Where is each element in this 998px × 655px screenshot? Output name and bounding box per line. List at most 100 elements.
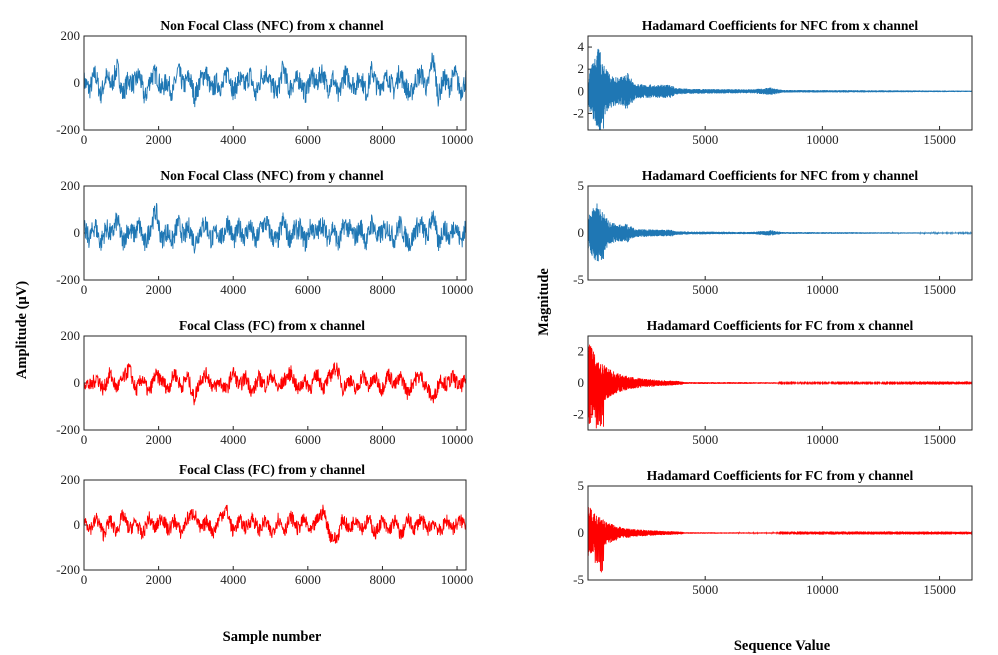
- plot-title: Hadamard Coefficients for NFC from y cha…: [642, 168, 918, 183]
- x-tick-label: 0: [81, 132, 88, 147]
- x-tick-label: 4000: [220, 432, 246, 447]
- subplot-7: Hadamard Coefficients for FC from x chan…: [573, 318, 973, 447]
- y-tick-label: 5: [578, 478, 585, 493]
- plot-border: [587, 185, 973, 281]
- plot-border: [587, 335, 973, 431]
- y-tick-label: 0: [578, 375, 585, 390]
- subplot-5: Hadamard Coefficients for NFC from x cha…: [573, 18, 973, 147]
- y-tick-label: 5: [578, 178, 585, 193]
- y-tick-label: 0: [578, 525, 585, 540]
- plot-title: Non Focal Class (NFC) from y channel: [160, 168, 383, 183]
- x-tick-label: 5000: [692, 132, 718, 147]
- x-tick-label: 8000: [369, 572, 395, 587]
- y-tick-label: 4: [578, 39, 585, 54]
- x-tick-label: 0: [81, 432, 88, 447]
- signal-line: [83, 203, 467, 254]
- signal-line: [587, 507, 973, 573]
- y-tick-label: -200: [56, 122, 80, 137]
- y-tick-label: -2: [573, 105, 584, 120]
- plot-area: [83, 479, 467, 571]
- plot-border: [587, 485, 973, 581]
- y-tick-label: 0: [74, 75, 81, 90]
- right-ylabel: Magnitude: [536, 268, 552, 336]
- x-tick-label: 10000: [806, 432, 839, 447]
- x-tick-label: 15000: [923, 282, 956, 297]
- x-tick-label: 8000: [369, 282, 395, 297]
- plot-border: [83, 335, 467, 431]
- y-tick-label: 0: [74, 225, 81, 240]
- subplots: Non Focal Class (NFC) from x channel-200…: [56, 18, 973, 597]
- signal-line: [587, 48, 973, 131]
- x-tick-label: 15000: [923, 582, 956, 597]
- x-tick-label: 0: [81, 572, 88, 587]
- x-tick-label: 4000: [220, 132, 246, 147]
- x-tick-label: 10000: [441, 132, 474, 147]
- plot-border: [83, 479, 467, 571]
- x-tick-label: 6000: [295, 132, 321, 147]
- plot-title: Hadamard Coefficients for FC from y chan…: [647, 468, 914, 483]
- x-tick-label: 8000: [369, 432, 395, 447]
- right-xlabel: Sequence Value: [734, 638, 831, 654]
- subplot-1: Non Focal Class (NFC) from x channel -200…: [56, 18, 473, 147]
- plot-border: [83, 35, 467, 131]
- x-tick-label: 5000: [692, 582, 718, 597]
- x-tick-label: 6000: [295, 572, 321, 587]
- plot-border: [83, 185, 467, 281]
- x-tick-label: 10000: [441, 282, 474, 297]
- x-tick-label: 8000: [369, 132, 395, 147]
- y-tick-label: 2: [578, 344, 585, 359]
- plot-title: Hadamard Coefficients for FC from x chan…: [647, 318, 914, 333]
- x-tick-label: 10000: [441, 432, 474, 447]
- subplot-8: Hadamard Coefficients for FC from y chan…: [573, 468, 973, 597]
- y-tick-label: 0: [578, 83, 585, 98]
- x-tick-label: 10000: [806, 282, 839, 297]
- x-tick-label: 2000: [146, 572, 172, 587]
- y-tick-label: 0: [578, 225, 585, 240]
- x-tick-label: 4000: [220, 282, 246, 297]
- left-xlabel: Sample number: [223, 629, 322, 645]
- x-tick-label: 10000: [806, 582, 839, 597]
- subplot-3: Focal Class (FC) from x channel-20002000…: [56, 318, 473, 447]
- y-tick-label: 0: [74, 517, 81, 532]
- x-tick-label: 2000: [146, 432, 172, 447]
- y-tick-label: 200: [61, 28, 81, 43]
- left-ylabel: Amplitude (µV): [14, 281, 30, 379]
- plot-title: Focal Class (FC) from x channel: [179, 318, 365, 333]
- x-tick-label: 10000: [441, 572, 474, 587]
- plot-title: Non Focal Class (NFC) from x channel: [160, 18, 383, 33]
- x-tick-label: 15000: [923, 132, 956, 147]
- x-tick-label: 5000: [692, 282, 718, 297]
- y-tick-label: 2: [578, 61, 585, 76]
- y-tick-label: 200: [61, 472, 81, 487]
- signal-line: [83, 504, 467, 544]
- x-tick-label: 0: [81, 282, 88, 297]
- plot-border: [587, 35, 973, 131]
- y-tick-label: -200: [56, 422, 80, 437]
- y-tick-label: 200: [61, 178, 81, 193]
- plot-title: Focal Class (FC) from y channel: [179, 462, 365, 477]
- y-tick-label: -200: [56, 272, 80, 287]
- x-tick-label: 5000: [692, 432, 718, 447]
- x-tick-label: 6000: [295, 432, 321, 447]
- signal-line: [587, 344, 973, 429]
- y-tick-label: -5: [573, 572, 584, 587]
- subplot-4: Focal Class (FC) from y channel-20002000…: [56, 462, 473, 587]
- signal-line: [83, 362, 467, 406]
- plot-title: Hadamard Coefficients for NFC from x cha…: [642, 18, 918, 33]
- x-tick-label: 4000: [220, 572, 246, 587]
- x-tick-label: 6000: [295, 282, 321, 297]
- x-tick-label: 15000: [923, 432, 956, 447]
- signal-line: [587, 203, 973, 262]
- x-tick-label: 2000: [146, 282, 172, 297]
- x-tick-label: 10000: [806, 132, 839, 147]
- y-tick-label: 0: [74, 375, 81, 390]
- y-tick-label: -2: [573, 406, 584, 421]
- subplot-6: Hadamard Coefficients for NFC from y cha…: [573, 168, 973, 297]
- y-tick-label: -5: [573, 272, 584, 287]
- y-tick-label: 200: [61, 328, 81, 343]
- signal-line: [83, 52, 467, 108]
- plot-area: [587, 35, 973, 131]
- y-tick-label: -200: [56, 562, 80, 577]
- x-tick-label: 2000: [146, 132, 172, 147]
- subplot-2: Non Focal Class (NFC) from y channel -200…: [56, 168, 473, 297]
